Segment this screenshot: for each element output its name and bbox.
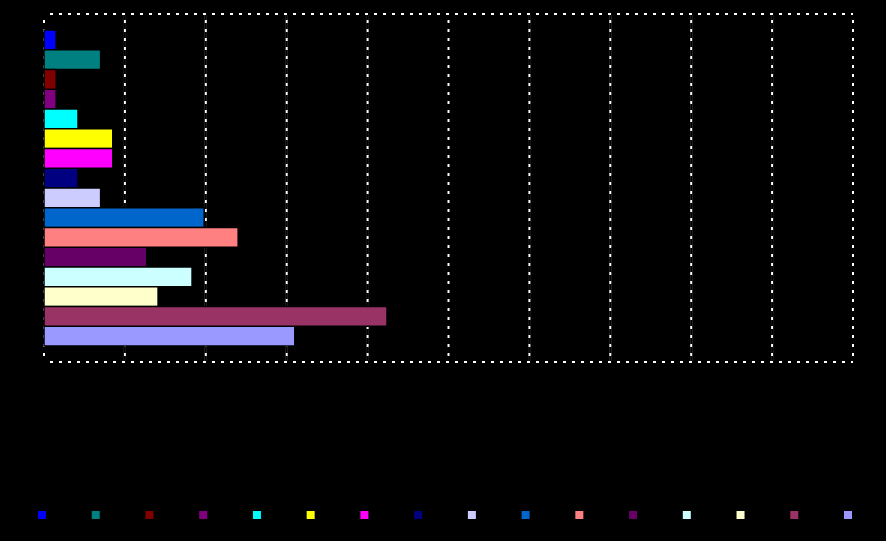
legend-swatch <box>91 511 100 519</box>
legend-swatch <box>199 511 208 519</box>
legend-swatch <box>467 511 476 519</box>
bar <box>43 147 114 169</box>
legend-swatch <box>521 511 530 519</box>
bar <box>43 246 148 268</box>
bar <box>43 128 114 150</box>
bar <box>43 29 57 51</box>
legend-swatch <box>38 511 46 519</box>
legend-swatch <box>844 511 852 519</box>
legend-swatch <box>306 511 315 519</box>
bar <box>43 207 205 229</box>
bar <box>43 226 239 248</box>
bar <box>43 108 79 130</box>
bar <box>43 187 102 209</box>
legend-swatch <box>575 511 584 519</box>
bar <box>43 167 79 189</box>
bar <box>43 305 388 327</box>
legend-swatch <box>145 511 154 519</box>
legend-swatch <box>682 511 691 519</box>
bar <box>43 266 193 288</box>
legend-swatch <box>736 511 745 519</box>
bar <box>43 88 57 110</box>
bar <box>43 286 159 308</box>
legend-swatch <box>360 511 369 519</box>
legend-swatch <box>629 511 638 519</box>
legend-swatch <box>790 511 799 519</box>
legend-swatch <box>252 511 261 519</box>
legend-swatch <box>414 511 423 519</box>
bar <box>43 49 102 71</box>
bar <box>43 68 57 90</box>
bar <box>43 325 296 347</box>
